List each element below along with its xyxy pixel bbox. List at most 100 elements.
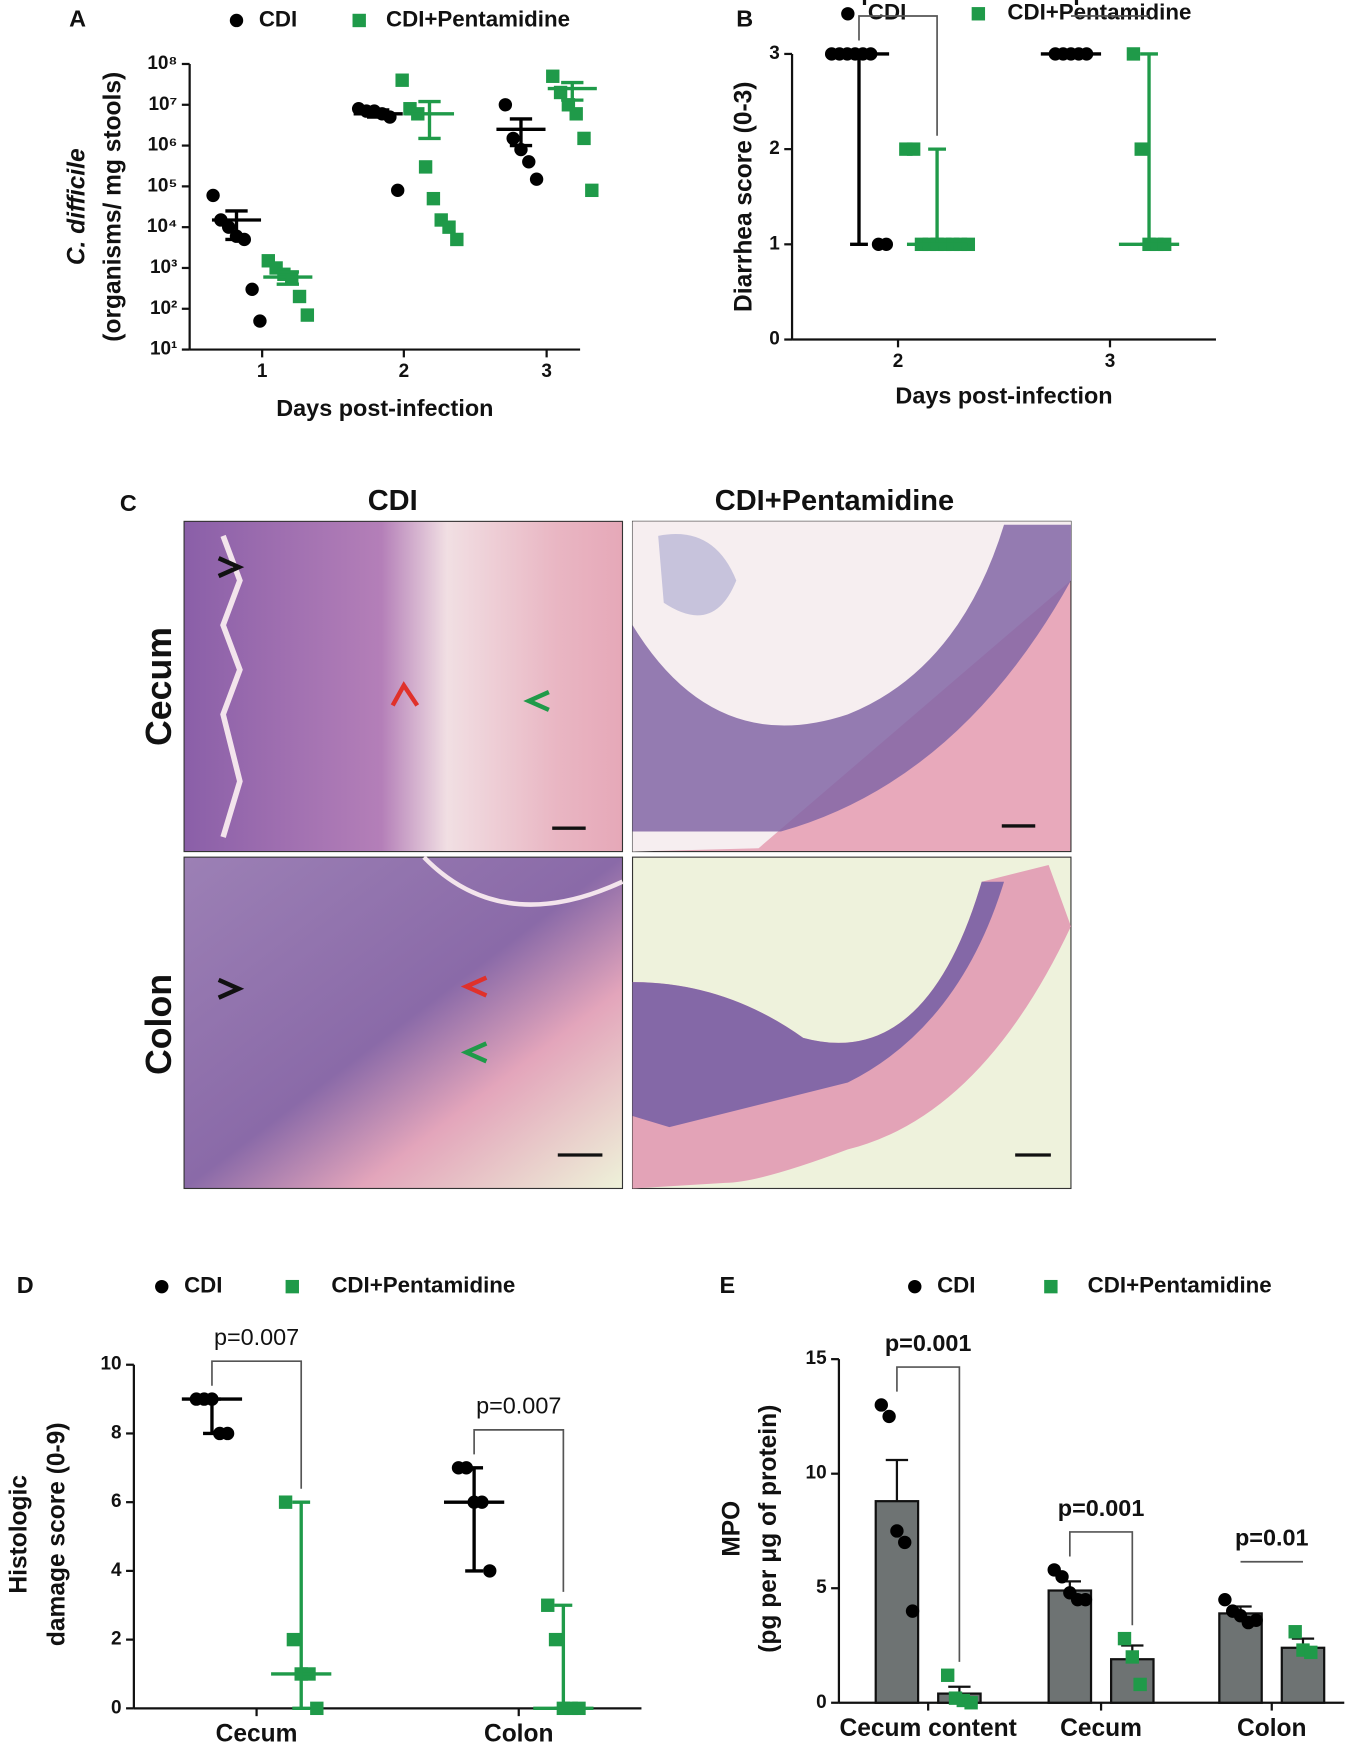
data-point [278,1495,293,1509]
y-axis-label: (organisms/ mg stools) [99,72,126,342]
y-tick-label: 10⁷ [148,94,177,115]
data-point [1133,1677,1147,1692]
data-point [245,282,259,296]
data-point [286,1632,301,1647]
legend-label: CDI [184,1273,222,1298]
y-tick-label: 0 [111,1697,122,1718]
y-axis-label: C. difficile [64,148,91,265]
data-point [529,172,544,186]
data-point [220,1426,235,1441]
significance-bracket [473,1429,565,1592]
legend-marker [971,7,986,21]
legend-label: CDI+Pentamidine [1088,1273,1272,1298]
chart: D 0 2 4 6 8 10 Cecum Colon Histologic damage score… [6,1272,642,1748]
p-value: p=0.01 [1235,1525,1309,1551]
data-point [253,314,267,328]
y-tick-label: 10 [101,1354,122,1375]
legend-label: CDI+Pentamidine [331,1273,515,1298]
x-tick-label: 3 [1105,351,1116,372]
legend-marker [285,1279,299,1294]
data-point [585,183,599,198]
y-tick-label: 10⁸ [147,53,177,74]
data-point [1249,1613,1263,1627]
x-tick-label: 1 [257,361,268,382]
y-tick-label: 8 [111,1422,122,1443]
y-tick-label: 10¹ [150,339,177,360]
x-axis-label: Days post-infection [895,383,1112,409]
legend-label: CDI+Pentamidine [386,6,570,31]
histology-image [631,520,1072,853]
legend-label: CDI+Pentamidine [1007,0,1191,25]
y-tick-label: 4 [111,1560,122,1581]
y-tick-label: 10³ [150,257,177,278]
data-point [450,232,464,247]
data-point [1078,1592,1093,1607]
data-point [1304,1645,1318,1660]
chart: E 0 5 10 15 Cecum content Cecum Colon MPO (pg per… [718,1272,1345,1742]
data-point [442,220,456,234]
data-point [961,237,976,252]
significance-bracket [1068,1531,1134,1626]
data-point [1125,1650,1140,1664]
legend-marker [841,7,855,21]
y-tick-label: 2 [111,1629,122,1650]
y-tick-label: 10⁴ [147,216,177,237]
column-title: CDI+Pentamidine [715,485,954,517]
data-point [1218,1592,1232,1607]
data-point [964,1696,978,1710]
data-point [905,1604,920,1618]
data-point [483,1564,497,1578]
data-point [418,160,433,174]
data-point [1134,142,1148,156]
legend-marker [229,13,244,28]
y-tick-label: 10² [150,298,177,319]
histology-image [631,856,1072,1190]
data-point [292,289,307,304]
y-tick-label: 6 [111,1491,122,1512]
p-value: p=0.001 [1058,1495,1145,1521]
data-point [522,155,536,169]
data-point [1117,1631,1132,1646]
y-axis-label: damage score (0-9) [43,1422,70,1646]
panel-letter: B [736,6,753,32]
x-tick-label: Colon [1237,1715,1307,1742]
row-title: Cecum [139,627,179,746]
column-title: CDI [368,485,418,517]
data-point [898,1535,912,1550]
significance-bracket [858,15,938,136]
data-point [310,1701,324,1716]
y-tick-label: 2 [769,138,780,159]
x-tick-label: 2 [399,361,410,382]
y-tick-label: 0 [816,1692,827,1713]
data-point [548,1632,563,1647]
data-point [498,98,513,112]
chart: A 10¹ 10² 10³ 10⁴ 10⁵ 10⁶ 10⁷ 10⁸ 1 2 3 Days post-in… [64,6,599,421]
legend-label: CDI [868,0,906,25]
y-tick-label: 3 [769,43,780,64]
p-value: p=0.007 [214,1324,299,1350]
bar [1047,1589,1093,1704]
data-point [569,107,583,121]
histology-image [183,855,624,1190]
panel-letter: E [720,1272,736,1298]
data-point [940,1668,955,1682]
data-point [1126,47,1141,61]
y-axis-label: MPO [718,1501,745,1557]
y-tick-label: 10 [806,1463,827,1484]
data-point [874,1398,888,1412]
x-tick-label: 2 [893,351,904,372]
p-value: p=0.01 [861,0,935,5]
x-tick-label: Cecum content [840,1715,1017,1742]
bar [1218,1612,1263,1704]
bar [1109,1658,1155,1704]
legend-label: CDI [937,1273,975,1298]
data-point [906,142,921,156]
x-tick-label: Cecum [216,1721,298,1748]
p-value: p=0.007 [476,1393,561,1419]
y-axis-label: (pg per μg of protein) [755,1405,782,1653]
y-tick-label: 0 [769,329,780,350]
data-point [879,237,894,252]
chart: B 0 1 2 3 2 3 Days post-infection Diarrhea score… [731,0,1216,409]
y-axis-label: Diarrhea score (0-3) [731,82,758,312]
